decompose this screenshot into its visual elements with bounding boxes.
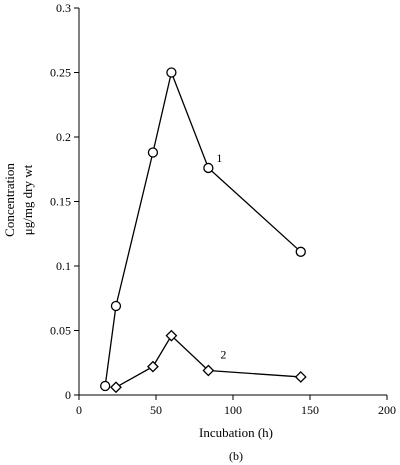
data-point-diamond: [294, 371, 307, 383]
y-axis-title-line2: μg/mg dry wt: [20, 164, 35, 235]
x-tick-label: 150: [301, 403, 319, 417]
series-line: [104, 70, 302, 387]
y-tick-label: 0.25: [50, 66, 71, 80]
y-tick-label: 0.1: [56, 259, 71, 273]
data-point-circle: [166, 67, 177, 78]
x-axis-ticks: 0 50 100 150 200: [76, 395, 396, 417]
data-point-diamond: [165, 329, 178, 342]
y-tick-label: 0.15: [50, 195, 71, 209]
data-point-diamond: [147, 360, 159, 373]
series-layer: 12: [100, 67, 307, 394]
series-2: 2: [110, 329, 307, 394]
data-point-diamond: [110, 381, 122, 394]
y-axis-ticks: 0 0.05 0.1 0.15 0.2 0.25 0.3: [50, 1, 79, 402]
series-line: [115, 334, 301, 388]
data-point-circle: [110, 300, 122, 312]
series-1: 1: [100, 67, 306, 392]
y-tick-label: 0: [65, 388, 71, 402]
panel-label: (b): [229, 449, 243, 463]
axes: [78, 8, 387, 396]
series-label: 2: [220, 347, 226, 361]
data-point-circle: [100, 380, 111, 392]
y-tick-label: 0.3: [56, 1, 71, 15]
data-point-circle: [147, 147, 159, 158]
y-tick-label: 0.05: [50, 324, 71, 338]
data-point-circle: [295, 246, 306, 257]
x-tick-label: 50: [150, 403, 162, 417]
y-tick-label: 0.2: [56, 130, 71, 144]
data-point-circle: [203, 162, 214, 174]
x-tick-label: 100: [224, 403, 242, 417]
data-point-diamond: [202, 364, 215, 377]
y-axis-title-line1: Concentration: [2, 163, 17, 237]
series-label: 1: [216, 151, 222, 165]
x-tick-label: 0: [76, 403, 82, 417]
x-tick-label: 200: [378, 403, 396, 417]
x-axis-title: Incubation (h): [199, 425, 273, 440]
